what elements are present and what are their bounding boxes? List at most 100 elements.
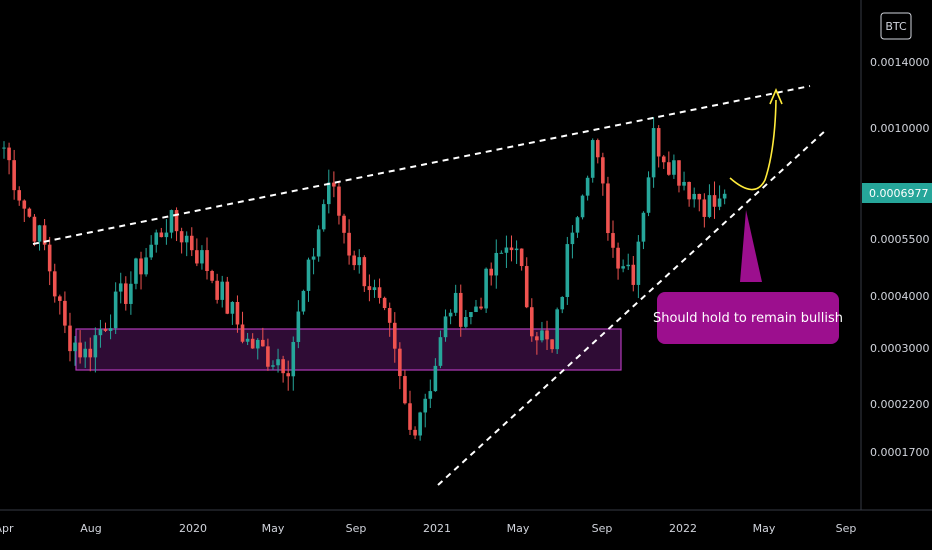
candle-down	[509, 247, 514, 251]
y-tick-label: 0.0002200	[870, 398, 930, 411]
annotation-text: Should hold to remain bullish	[653, 311, 843, 326]
candle-up	[200, 250, 204, 264]
candle-down	[408, 403, 412, 430]
candle-down	[606, 183, 610, 234]
candle-down	[22, 200, 27, 209]
candle-down	[535, 336, 539, 341]
candle-up	[372, 287, 377, 291]
candle-up	[453, 292, 458, 313]
x-tick-label: Sep	[346, 522, 367, 535]
candle-down	[215, 280, 219, 300]
candle-down	[78, 342, 82, 358]
current-price-background	[862, 183, 932, 203]
candle-up	[37, 225, 42, 242]
annotation-callout: Should hold to remain bullish	[653, 210, 843, 344]
candle-down	[174, 210, 179, 232]
candle-up	[474, 306, 478, 313]
symbol-badge-box	[880, 12, 912, 40]
candle-up	[672, 160, 676, 175]
candle-up	[418, 412, 422, 436]
candle-up	[646, 177, 651, 213]
candle-down	[266, 346, 270, 367]
candle-down	[210, 271, 214, 281]
candle-down	[702, 199, 707, 217]
candle-up	[291, 341, 296, 377]
x-tick-label: May	[507, 522, 530, 535]
candle-down	[124, 283, 128, 304]
candles-group	[2, 116, 727, 441]
candle-down	[489, 268, 493, 276]
x-axis-labels: Apr Aug 2020 May Sep 2021 May Sep 2022 M…	[0, 522, 856, 535]
y-tick-label: 0.0001700	[870, 446, 930, 459]
candle-up	[230, 302, 235, 314]
candle-up	[433, 365, 438, 392]
candle-up	[220, 281, 225, 300]
current-price-tag: 0.0006977	[862, 183, 932, 203]
candle-up	[118, 283, 123, 292]
candle-down	[235, 302, 240, 325]
x-tick-label: 2020	[179, 522, 207, 535]
symbol-badge[interactable]: BTC	[880, 12, 912, 40]
candle-up	[73, 342, 77, 352]
candle-down	[17, 190, 22, 201]
candle-up	[98, 328, 103, 336]
candle-up	[169, 210, 174, 233]
candle-up	[570, 232, 575, 245]
candle-down	[27, 208, 32, 217]
candle-up	[448, 312, 453, 317]
candle-down	[52, 271, 57, 297]
support-zone	[75, 328, 622, 371]
upper-trendline	[32, 85, 811, 245]
candle-down	[519, 248, 524, 267]
candle-up	[626, 264, 631, 267]
y-tick-label: 0.0010000	[870, 122, 930, 135]
candle-down	[347, 232, 351, 256]
candle-down	[32, 216, 37, 242]
candle-up	[555, 309, 559, 350]
candle-up	[575, 217, 580, 233]
candle-up	[504, 247, 509, 253]
candle-up	[717, 198, 722, 207]
candle-down	[595, 140, 600, 158]
candle-down	[7, 147, 11, 161]
candle-down	[545, 330, 549, 340]
candle-down	[205, 250, 209, 272]
candle-up	[327, 182, 331, 205]
candle-up	[357, 257, 362, 266]
candle-up	[438, 337, 443, 366]
candle-up	[276, 359, 280, 366]
annotation-pointer	[740, 210, 762, 282]
candle-up	[245, 338, 250, 342]
candle-down	[342, 215, 346, 233]
candle-up	[296, 311, 301, 342]
candle-down	[403, 376, 407, 404]
candle-up	[580, 195, 585, 218]
candle-down	[362, 257, 367, 287]
candle-up	[469, 312, 473, 318]
candle-down	[382, 297, 387, 309]
candle-up	[271, 365, 275, 367]
candle-down	[377, 287, 382, 298]
y-tick-label: 0.0005500	[870, 233, 930, 246]
candle-down	[42, 225, 47, 245]
candle-up	[321, 204, 326, 230]
candle-up	[108, 328, 113, 331]
candle-down	[139, 258, 143, 275]
candle-up	[560, 296, 565, 310]
candle-down	[103, 328, 108, 331]
y-tick-label: 0.0004000	[870, 290, 930, 303]
candle-down	[58, 296, 62, 301]
candle-down	[68, 325, 72, 352]
x-tick-label: Aug	[80, 522, 101, 535]
projection-arrowhead	[769, 87, 783, 105]
candle-down	[392, 322, 397, 349]
candle-up	[651, 128, 656, 178]
candle-up	[428, 391, 433, 399]
symbol-badge-label: BTC	[885, 20, 907, 33]
candle-up	[83, 348, 87, 358]
candle-down	[240, 324, 245, 342]
candle-up	[301, 290, 306, 312]
candle-up	[682, 181, 686, 186]
candle-up	[641, 212, 646, 242]
